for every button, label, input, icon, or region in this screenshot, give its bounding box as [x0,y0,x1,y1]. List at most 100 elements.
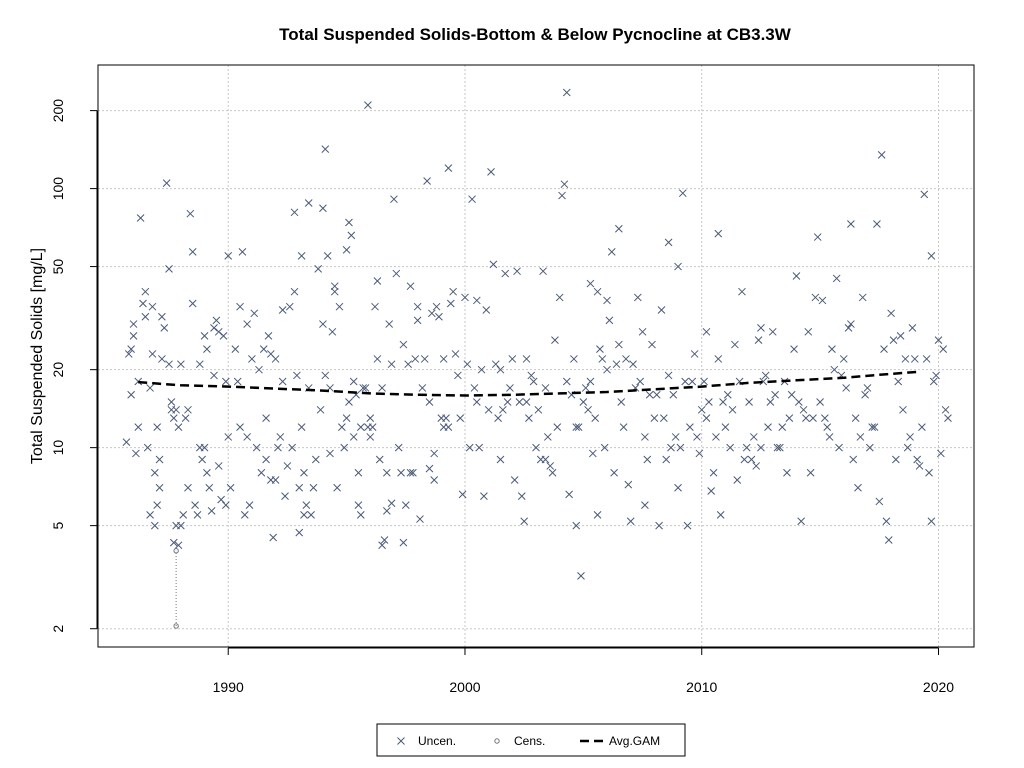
data-point-uncensored [446,299,455,308]
data-point-uncensored [641,433,649,441]
y-tick-label: 10 [50,440,66,456]
data-point-uncensored [390,195,398,204]
data-point-uncensored [127,345,135,354]
data-point-uncensored [150,468,159,477]
data-point-uncensored [503,398,512,406]
data-point-uncensored [802,414,810,422]
data-point-uncensored [326,449,334,458]
data-point-uncensored [333,483,341,492]
data-point-uncensored [603,296,611,305]
data-point-uncensored [399,538,408,547]
data-point-uncensored [143,443,152,452]
data-point-uncensored [783,468,791,477]
data-point-uncensored [328,327,337,336]
data-point-uncensored [918,423,926,431]
data-point-uncensored [186,209,195,218]
data-point-uncensored [409,468,417,477]
y-tick-label: 5 [50,522,66,530]
data-point-uncensored [262,455,270,464]
data-point-uncensored [615,224,623,233]
data-point-uncensored [794,398,803,406]
data-point-uncensored [522,355,531,363]
data-point-uncensored [664,238,673,247]
data-point-uncensored [257,468,266,477]
data-point-uncensored [406,282,415,291]
data-point-uncensored [307,511,315,519]
data-point-uncensored [868,423,877,431]
data-point-uncensored [243,433,252,441]
data-point-uncensored [877,150,886,159]
data-point-uncensored [944,414,952,422]
data-point-uncensored [491,360,500,369]
data-point-uncensored [160,324,169,332]
data-point-uncensored [278,306,287,314]
data-point-uncensored [169,538,178,547]
data-point-uncensored [132,449,140,458]
data-point-uncensored [830,365,839,374]
data-point-uncensored [212,316,221,325]
data-point-uncensored [129,320,138,328]
data-point-uncensored [648,340,656,349]
data-point-uncensored [771,390,779,399]
data-point-uncensored [181,414,190,422]
data-point-uncensored [555,293,564,302]
data-point-uncensored [127,390,135,399]
data-point-uncensored [932,371,940,380]
data-point-uncensored [416,515,424,523]
y-tick-label: 20 [50,362,66,378]
data-point-uncensored [629,360,637,369]
data-point-uncensored [553,423,562,431]
data-point-uncensored [281,492,289,500]
data-points [122,88,952,629]
data-point-uncensored [804,327,813,336]
data-point-uncensored [861,390,869,399]
data-point-uncensored [290,287,299,296]
data-point-uncensored [435,312,443,321]
data-point-uncensored [439,355,448,363]
data-point-uncensored [920,190,929,199]
data-point-uncensored [686,423,694,431]
data-point-uncensored [394,443,403,452]
data-point-uncensored [678,189,687,198]
data-point-uncensored [319,204,327,213]
data-point-uncensored [738,287,746,296]
data-point-uncensored [539,267,547,276]
data-point-uncensored [274,443,282,452]
data-point-uncensored [461,293,469,302]
data-point-uncensored [288,443,296,452]
data-point-uncensored [231,345,240,354]
data-point-uncensored [321,145,330,154]
data-point-uncensored [572,521,581,530]
data-point-uncensored [484,405,493,414]
data-point-uncensored [304,199,313,207]
data-point-uncensored [892,455,900,464]
data-point-uncensored [851,414,860,422]
data-point-uncensored [205,483,214,492]
data-point-uncensored [420,355,429,363]
x-tick-label: 1990 [213,679,244,695]
data-point-uncensored [899,405,907,414]
legend-label: Avg.GAM [609,734,660,748]
data-point-uncensored [823,423,832,431]
data-point-uncensored [607,247,616,256]
data-point-uncensored [825,433,834,441]
data-point-uncensored [591,414,600,422]
data-point-uncensored [510,476,519,484]
data-point-uncensored [562,88,571,97]
data-point-uncensored [719,398,727,406]
data-point-uncensored [311,455,320,464]
data-point-censored [173,623,179,629]
data-point-uncensored [626,517,635,526]
data-point-uncensored [259,345,268,354]
data-point-uncensored [894,377,903,386]
gam-line-group [138,370,918,397]
data-point-uncensored [562,377,571,386]
data-point-uncensored [297,252,306,260]
data-point-uncensored [768,327,777,336]
data-point-uncensored [598,355,607,363]
data-point-uncensored [217,495,225,504]
data-point-uncensored [250,309,259,318]
data-point-uncensored [316,405,325,414]
legend-box [376,723,686,757]
